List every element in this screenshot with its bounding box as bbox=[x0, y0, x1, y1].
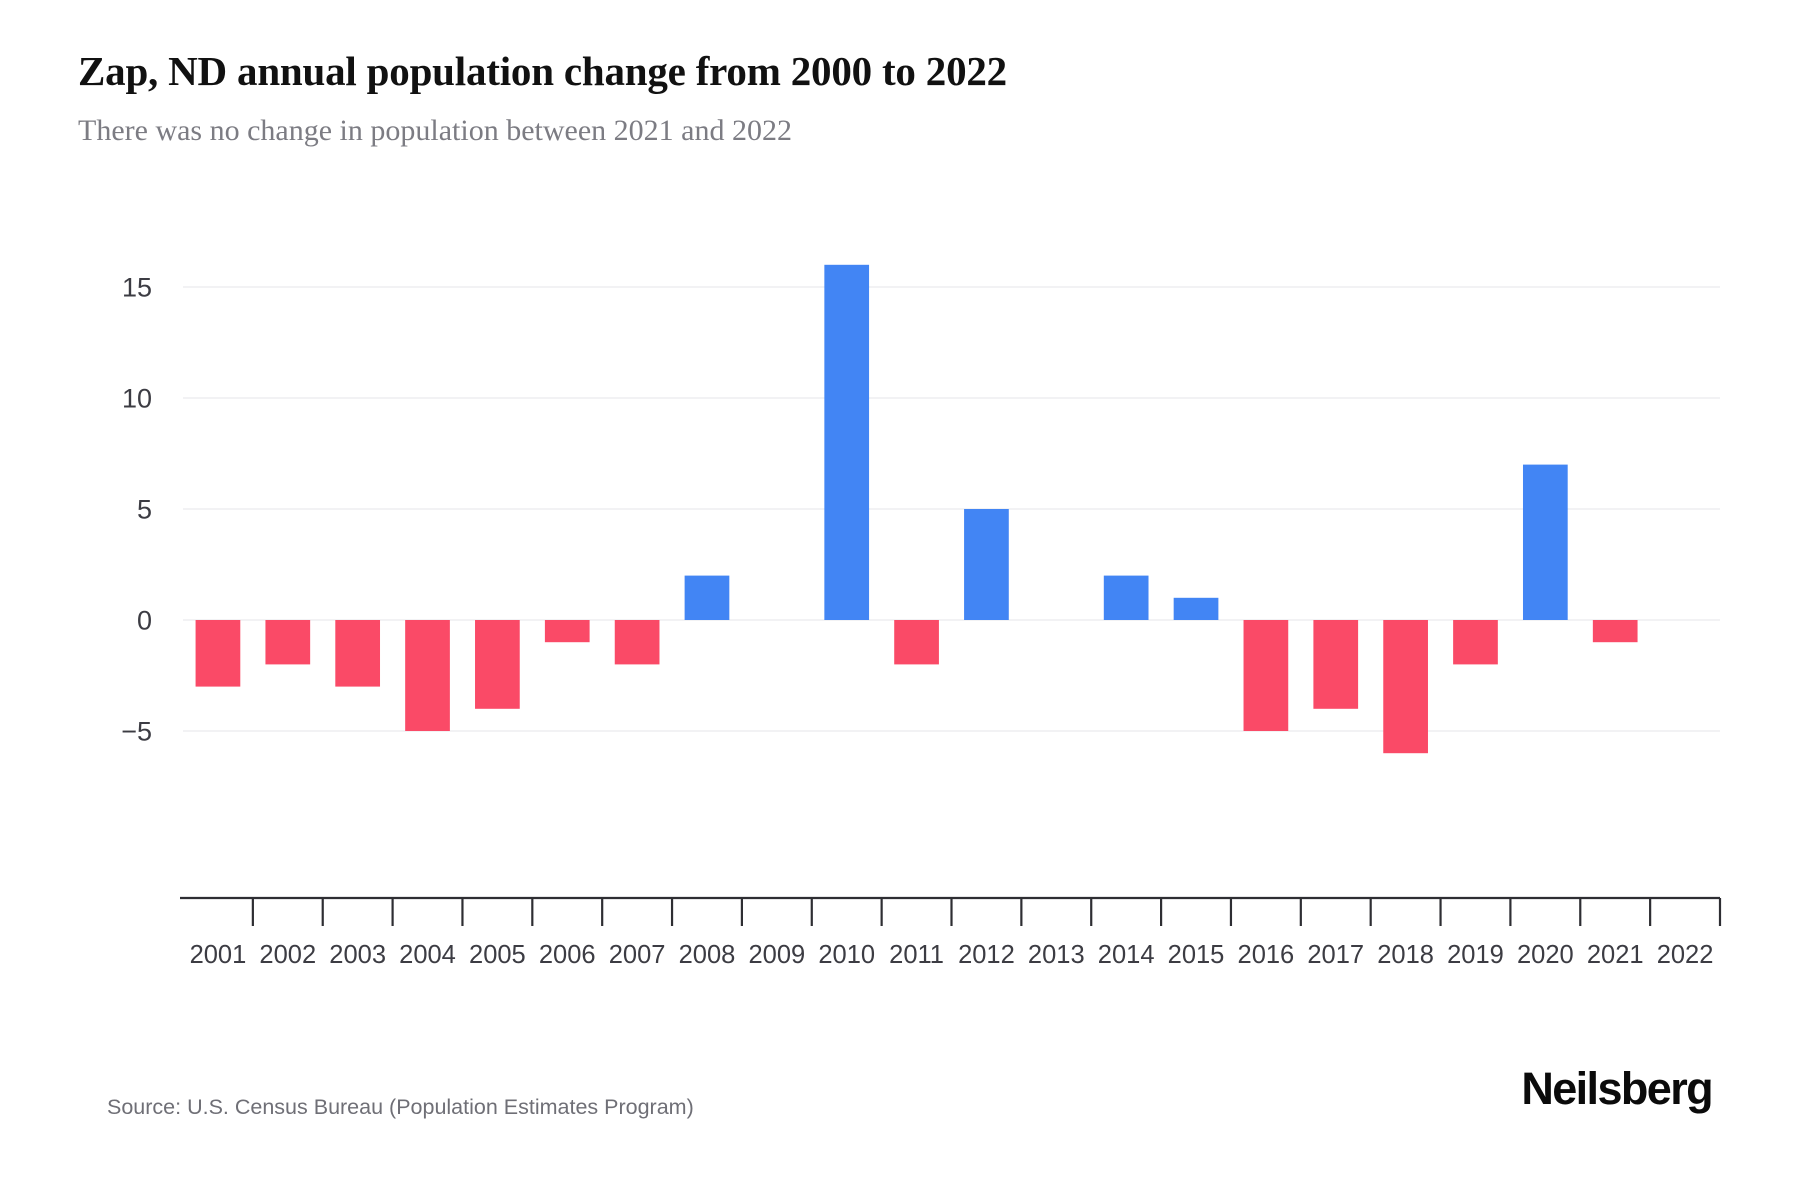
x-axis-tick-label: 2009 bbox=[748, 941, 805, 969]
bar[interactable] bbox=[544, 620, 590, 643]
bar[interactable] bbox=[1453, 620, 1498, 665]
page-title: Zap, ND annual population change from 20… bbox=[78, 48, 1007, 94]
bar[interactable] bbox=[195, 620, 241, 687]
x-axis-tick-label: 2022 bbox=[1657, 941, 1714, 969]
x-axis-tick-label: 2011 bbox=[889, 941, 944, 969]
bar[interactable] bbox=[1522, 464, 1568, 620]
y-axis-tick-label: 5 bbox=[137, 495, 152, 525]
bar[interactable] bbox=[335, 620, 381, 687]
y-axis-tick-label: 0 bbox=[137, 606, 152, 636]
bar[interactable] bbox=[405, 620, 450, 731]
x-axis-tick-label: 2007 bbox=[609, 941, 666, 969]
bar[interactable] bbox=[1592, 620, 1638, 643]
x-axis-tick-label: 2001 bbox=[190, 941, 247, 969]
bar[interactable] bbox=[964, 509, 1009, 620]
x-axis-tick-label: 2016 bbox=[1238, 941, 1295, 969]
bar[interactable] bbox=[1383, 620, 1428, 754]
x-axis-tick-label: 2012 bbox=[958, 941, 1015, 969]
x-axis-tick-label: 2004 bbox=[399, 941, 456, 969]
source-note: Source: U.S. Census Bureau (Population E… bbox=[107, 1095, 694, 1119]
y-axis: 15 10 5 0 −5 bbox=[121, 273, 152, 747]
chart-footer: Source: U.S. Census Bureau (Population E… bbox=[0, 1063, 1800, 1145]
x-axis-tick-label: 2003 bbox=[329, 941, 386, 969]
y-axis-tick-label: 10 bbox=[122, 384, 152, 414]
x-axis-tick-label: 2005 bbox=[469, 941, 526, 969]
bars bbox=[195, 264, 1638, 754]
x-axis-tick-label: 2010 bbox=[818, 941, 875, 969]
bar[interactable] bbox=[824, 264, 870, 620]
chart-subtitle: There was no change in population betwee… bbox=[78, 114, 792, 148]
y-axis-tick-label: 15 bbox=[122, 273, 152, 303]
y-axis-tick-label: −5 bbox=[121, 717, 152, 747]
x-axis-tick-label: 2002 bbox=[259, 941, 316, 969]
x-axis-tick-label: 2013 bbox=[1028, 941, 1085, 969]
bar[interactable] bbox=[1103, 575, 1149, 620]
bar[interactable] bbox=[894, 620, 939, 665]
bar[interactable] bbox=[265, 620, 311, 665]
brand-logo: Neilsberg bbox=[1521, 1063, 1713, 1114]
x-axis-tick-label: 2021 bbox=[1587, 941, 1644, 969]
x-axis: 2001 2002 2003 2004 2005 2006 2007 2008 2009 2010… bbox=[180, 896, 1722, 969]
bar[interactable] bbox=[1173, 597, 1219, 620]
x-axis-tick-label: 2018 bbox=[1377, 941, 1434, 969]
x-axis-tick-label: 2008 bbox=[679, 941, 736, 969]
x-axis-tick-label: 2015 bbox=[1168, 941, 1225, 969]
x-axis-tick-label: 2017 bbox=[1307, 941, 1364, 969]
bar[interactable] bbox=[475, 620, 520, 709]
bar[interactable] bbox=[684, 575, 730, 620]
bar[interactable] bbox=[1243, 620, 1289, 731]
x-axis-tick-label: 2019 bbox=[1447, 941, 1504, 969]
x-axis-tick-label: 2014 bbox=[1098, 941, 1155, 969]
chart-header: Zap, ND annual population change from 20… bbox=[78, 48, 1728, 149]
bar[interactable] bbox=[1313, 620, 1359, 709]
x-axis-tick-label: 2020 bbox=[1517, 941, 1574, 969]
bar[interactable] bbox=[614, 620, 660, 665]
x-axis-tick-label: 2006 bbox=[539, 941, 596, 969]
